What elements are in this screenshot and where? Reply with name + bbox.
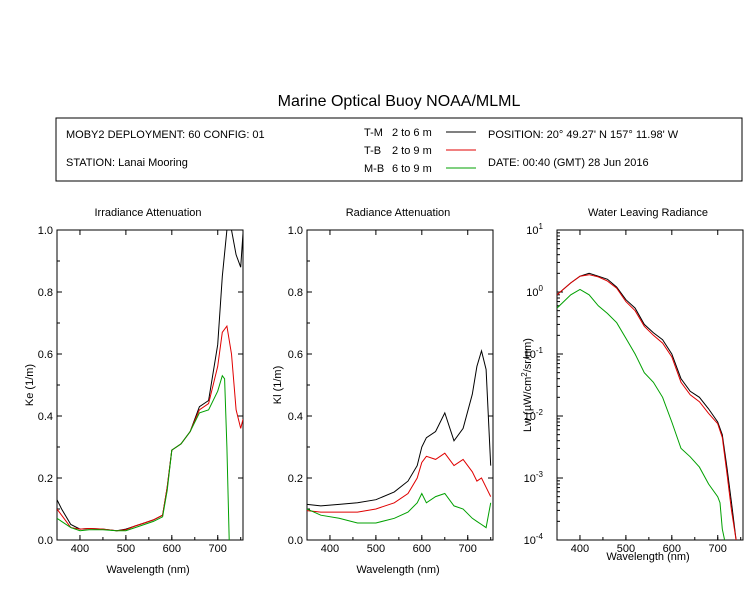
x-tick-label: 400 [571,543,589,555]
x-axis-label: Wavelength (nm) [356,564,439,576]
x-tick-label: 400 [321,543,339,555]
x-axis-label: Wavelength (nm) [106,564,189,576]
y-tick-label: 0.0 [38,535,53,547]
series-line-m-b [557,288,726,540]
legend-item-mb: M-B 6 to 9 m [364,163,476,175]
series-line-t-m [557,272,737,540]
x-tick-label: 700 [709,543,727,555]
series-line-t-m [57,230,243,532]
date-text: DATE: 00:40 (GMT) 28 Jun 2016 [488,157,649,169]
y-tick-label: 0.6 [38,349,53,361]
y-tick-label: 0.8 [38,287,53,299]
y-axis-label-sup: 2 [520,372,529,377]
y-axis-label: Kl (1/m) [272,366,284,405]
y-tick-label: 101 [526,222,543,237]
y-tick-label: 100 [526,284,543,299]
legend-range: 6 to 9 m [392,163,432,175]
irradiance-attenuation-chart: Irradiance Attenuation Wavelength (nm) K… [24,207,244,576]
y-tick-label: 0.6 [288,349,303,361]
legend-code: M-B [364,163,384,175]
y-tick-label: 0.4 [38,411,53,423]
position-text: POSITION: 20° 49.27' N 157° 11.98' W [488,129,679,141]
legend-item-tm: T-M 2 to 6 m [364,127,476,139]
plot-frame [556,229,744,541]
y-tick-label: 1.0 [288,225,303,237]
x-tick-label: 600 [413,543,431,555]
chart-title: Radiance Attenuation [346,207,451,219]
y-axis-label-tail: /sr/nm) [522,338,534,372]
series-line-t-b [307,452,492,513]
y-tick-label: 10-3 [524,470,544,485]
y-tick-label: 0.4 [288,411,303,423]
x-tick-label: 500 [117,543,135,555]
x-tick-label: 500 [367,543,385,555]
x-tick-label: 500 [617,543,635,555]
y-tick-label: 10-1 [524,346,544,361]
y-tick-label: 0.2 [288,473,303,485]
y-tick-label: 10-2 [524,408,544,423]
x-tick-label: 700 [459,543,477,555]
series-line-t-b [57,324,243,532]
series-line-t-b [557,274,737,540]
series-line-m-b [57,374,230,540]
plot-frame [306,229,494,541]
x-tick-label: 600 [663,543,681,555]
info-box [55,117,743,182]
chart-title: Irradiance Attenuation [94,207,201,219]
legend-code: T-B [364,145,381,157]
x-axis-label: Wavelength (nm) [606,551,689,563]
legend-code: T-M [364,127,383,139]
y-tick-label: 0.0 [288,535,303,547]
legend: T-M 2 to 6 m T-B 2 to 9 m M-B 6 to 9 m [364,127,476,175]
deployment-text: MOBY2 DEPLOYMENT: 60 CONFIG: 01 [66,129,265,141]
y-axis-label: Lw (µW/cm2/sr/nm) [520,338,534,432]
x-tick-label: 700 [209,543,227,555]
legend-range: 2 to 6 m [392,127,432,139]
main-title: Marine Optical Buoy NOAA/MLML [278,93,521,110]
y-tick-label: 1.0 [38,225,53,237]
station-text: STATION: Lanai Mooring [66,157,188,169]
legend-item-tb: T-B 2 to 9 m [364,145,476,157]
x-tick-label: 600 [163,543,181,555]
y-tick-label: 0.2 [38,473,53,485]
plot-frame [56,229,244,541]
chart-title: Water Leaving Radiance [588,207,708,219]
series-line-m-b [307,492,492,529]
y-tick-label: 0.8 [288,287,303,299]
legend-range: 2 to 9 m [392,145,432,157]
y-axis-label-base: Lw (µW/cm [522,377,534,432]
radiance-attenuation-chart: Radiance Attenuation Wavelength (nm) Kl … [272,207,494,576]
x-tick-label: 400 [71,543,89,555]
y-axis-label: Ke (1/m) [24,364,36,406]
water-leaving-radiance-chart: Water Leaving Radiance Wavelength (nm) L… [520,207,744,563]
y-tick-label: 10-4 [524,532,544,547]
series-line-t-m [307,348,492,507]
